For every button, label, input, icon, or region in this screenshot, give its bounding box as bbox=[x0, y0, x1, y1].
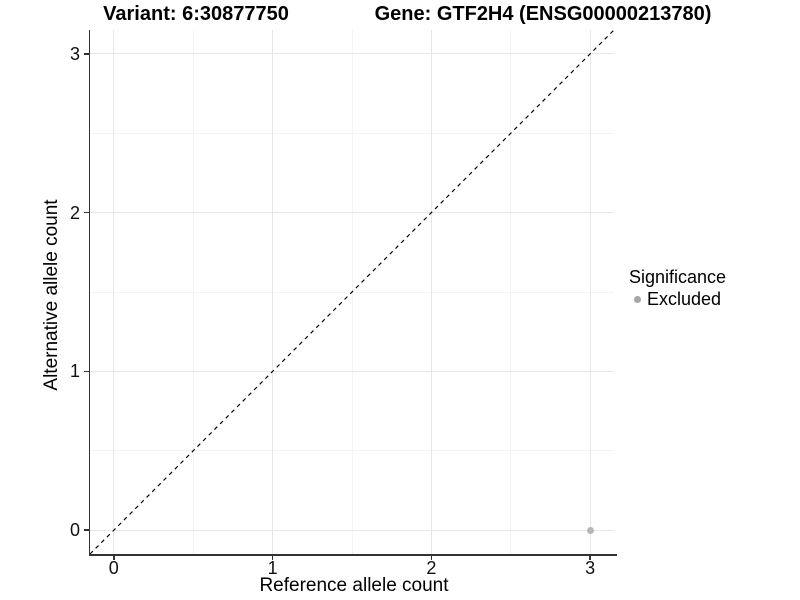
x-major-gridline bbox=[589, 30, 591, 554]
y-tick-mark bbox=[84, 529, 89, 531]
x-major-gridline bbox=[272, 30, 274, 554]
y-tick-label: 3 bbox=[69, 43, 80, 64]
plot-title-gene: Gene: GTF2H4 (ENSG00000213780) bbox=[374, 3, 712, 25]
y-minor-gridline bbox=[90, 450, 614, 452]
x-axis-line bbox=[88, 554, 617, 556]
identity-dashed-line bbox=[89, 29, 615, 555]
y-major-gridline bbox=[90, 53, 614, 55]
y-tick-mark bbox=[84, 370, 89, 373]
y-axis-line bbox=[88, 30, 91, 556]
legend-item-excluded: Excluded bbox=[628, 289, 726, 310]
y-tick-label: 0 bbox=[69, 520, 80, 541]
legend-item-label: Excluded bbox=[647, 289, 722, 309]
x-tick-label: 3 bbox=[585, 558, 596, 578]
x-major-gridline bbox=[430, 30, 432, 554]
x-major-gridline bbox=[113, 30, 115, 554]
x-tick-label: 2 bbox=[426, 558, 437, 578]
x-tick-mark bbox=[113, 555, 115, 561]
legend-title: Significance bbox=[629, 267, 727, 287]
plot-title-variant: Variant: 6:30877750 bbox=[103, 3, 289, 25]
data-point-excluded bbox=[586, 526, 594, 534]
y-tick-label: 2 bbox=[69, 202, 80, 223]
x-tick-label: 0 bbox=[108, 558, 119, 578]
legend-point-icon bbox=[634, 296, 641, 303]
x-tick-mark bbox=[430, 555, 433, 561]
x-tick-label: 1 bbox=[267, 558, 278, 578]
y-minor-gridline bbox=[90, 132, 614, 134]
identity-line-layer bbox=[89, 29, 615, 555]
legend: Significance Excluded bbox=[628, 267, 726, 310]
y-major-gridline bbox=[90, 529, 614, 531]
y-major-gridline bbox=[90, 370, 614, 372]
y-tick-mark bbox=[84, 53, 89, 55]
x-tick-mark bbox=[589, 555, 591, 561]
x-axis-title: Reference allele count bbox=[259, 575, 449, 596]
plot-panel bbox=[89, 29, 615, 555]
y-major-gridline bbox=[90, 212, 614, 214]
y-tick-label: 1 bbox=[69, 361, 80, 382]
x-tick-mark bbox=[271, 555, 274, 561]
y-tick-mark bbox=[84, 211, 89, 214]
